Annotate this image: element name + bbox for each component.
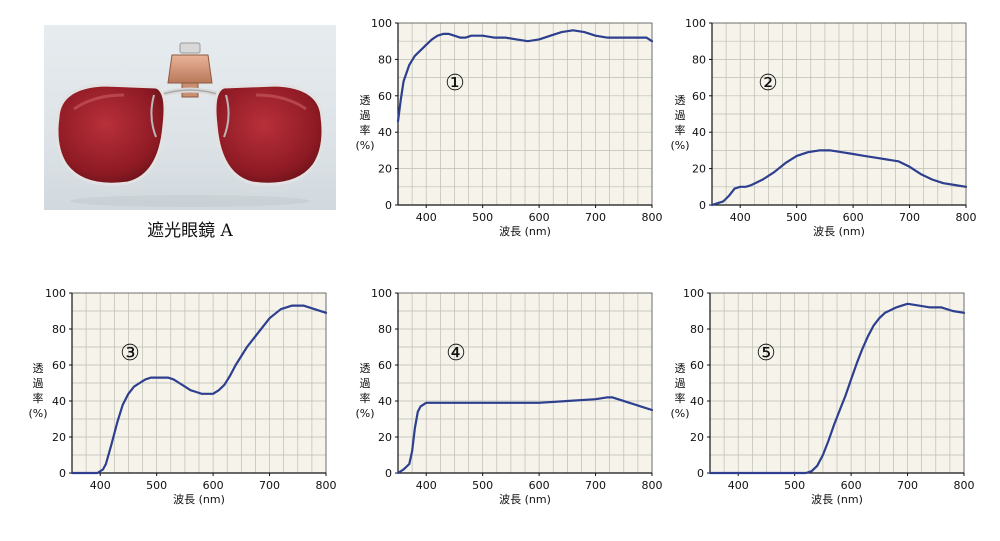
x-tick-label: 700: [897, 479, 918, 492]
y-tick-label: 60: [52, 359, 66, 372]
x-tick-label: 400: [728, 479, 749, 492]
y-tick-label: 20: [378, 431, 392, 444]
y-tick-label: 60: [692, 90, 706, 103]
y-tick-label: 60: [378, 90, 392, 103]
chart-marker: ④: [446, 341, 466, 366]
y-axis-title: (%): [670, 139, 689, 152]
y-axis-title: (%): [28, 407, 47, 420]
series-line: [710, 149, 968, 207]
x-tick-label: 400: [416, 479, 437, 492]
x-axis-title: 波長 (nm): [499, 493, 551, 506]
y-axis-title: 透: [675, 94, 686, 107]
y-axis-title: 率: [675, 123, 686, 137]
x-tick-label: 800: [954, 479, 975, 492]
x-tick-label: 600: [843, 211, 864, 224]
y-axis-title: 過: [675, 377, 686, 390]
y-tick-label: 40: [692, 126, 706, 139]
y-tick-label: 20: [690, 431, 704, 444]
x-tick-label: 800: [642, 211, 663, 224]
product-photo: [44, 25, 336, 210]
photo-caption: 遮光眼鏡 A: [147, 221, 233, 241]
x-tick-label: 700: [899, 211, 920, 224]
y-axis-title: 率: [675, 391, 686, 405]
chart-marker: ②: [758, 71, 778, 96]
x-tick-label: 800: [642, 479, 663, 492]
x-tick-label: 500: [146, 479, 167, 492]
series-line: [396, 396, 654, 475]
y-tick-label: 100: [45, 287, 66, 300]
x-tick-label: 500: [786, 211, 807, 224]
chart-marker: ⑤: [756, 341, 776, 366]
x-axis-title: 波長 (nm): [813, 225, 865, 238]
y-axis-title: 過: [33, 377, 44, 390]
y-tick-label: 0: [385, 199, 392, 212]
x-tick-label: 700: [585, 479, 606, 492]
x-tick-label: 500: [472, 479, 493, 492]
series-line: [396, 29, 654, 123]
y-axis-title: 率: [360, 123, 371, 137]
y-tick-label: 80: [690, 323, 704, 336]
y-tick-label: 100: [371, 17, 392, 30]
y-axis-title: 透: [360, 362, 371, 375]
y-axis-title: 率: [360, 391, 371, 405]
y-tick-label: 80: [378, 53, 392, 66]
x-axis-title: 波長 (nm): [499, 225, 551, 238]
y-tick-label: 0: [699, 199, 706, 212]
x-tick-label: 600: [203, 479, 224, 492]
y-axis-title: (%): [670, 407, 689, 420]
series-line: [70, 304, 328, 475]
y-axis-title: 過: [360, 109, 371, 122]
x-tick-label: 800: [316, 479, 337, 492]
y-tick-label: 40: [378, 126, 392, 139]
clip-on-glasses-illustration: [55, 42, 325, 207]
y-tick-label: 40: [690, 395, 704, 408]
chart-marker: ③: [120, 341, 140, 366]
y-tick-label: 0: [697, 467, 704, 480]
y-tick-label: 40: [52, 395, 66, 408]
x-tick-label: 400: [90, 479, 111, 492]
y-axis-title: (%): [355, 139, 374, 152]
y-tick-label: 80: [378, 323, 392, 336]
y-axis-title: 過: [360, 377, 371, 390]
y-tick-label: 100: [683, 287, 704, 300]
y-tick-label: 0: [385, 467, 392, 480]
chart-marker: ①: [445, 71, 465, 96]
y-tick-label: 80: [52, 323, 66, 336]
x-axis-title: 波長 (nm): [173, 493, 225, 506]
x-tick-label: 600: [529, 211, 550, 224]
y-axis-title: 透: [675, 362, 686, 375]
x-tick-label: 500: [784, 479, 805, 492]
y-tick-label: 20: [692, 163, 706, 176]
x-tick-label: 600: [529, 479, 550, 492]
x-tick-label: 800: [956, 211, 977, 224]
x-tick-label: 700: [259, 479, 280, 492]
y-tick-label: 20: [378, 163, 392, 176]
series-line: [708, 302, 966, 475]
y-tick-label: 60: [690, 359, 704, 372]
x-tick-label: 400: [730, 211, 751, 224]
y-axis-title: 過: [675, 109, 686, 122]
y-tick-label: 60: [378, 359, 392, 372]
x-tick-label: 600: [841, 479, 862, 492]
y-tick-label: 20: [52, 431, 66, 444]
y-tick-label: 80: [692, 53, 706, 66]
x-axis-title: 波長 (nm): [811, 493, 863, 506]
y-axis-title: 率: [33, 391, 44, 405]
x-tick-label: 700: [585, 211, 606, 224]
y-axis-title: 透: [360, 94, 371, 107]
y-axis-title: 透: [33, 362, 44, 375]
x-tick-label: 500: [472, 211, 493, 224]
y-tick-label: 100: [371, 287, 392, 300]
y-tick-label: 0: [59, 467, 66, 480]
x-tick-label: 400: [416, 211, 437, 224]
y-tick-label: 100: [685, 17, 706, 30]
y-axis-title: (%): [355, 407, 374, 420]
y-tick-label: 40: [378, 395, 392, 408]
